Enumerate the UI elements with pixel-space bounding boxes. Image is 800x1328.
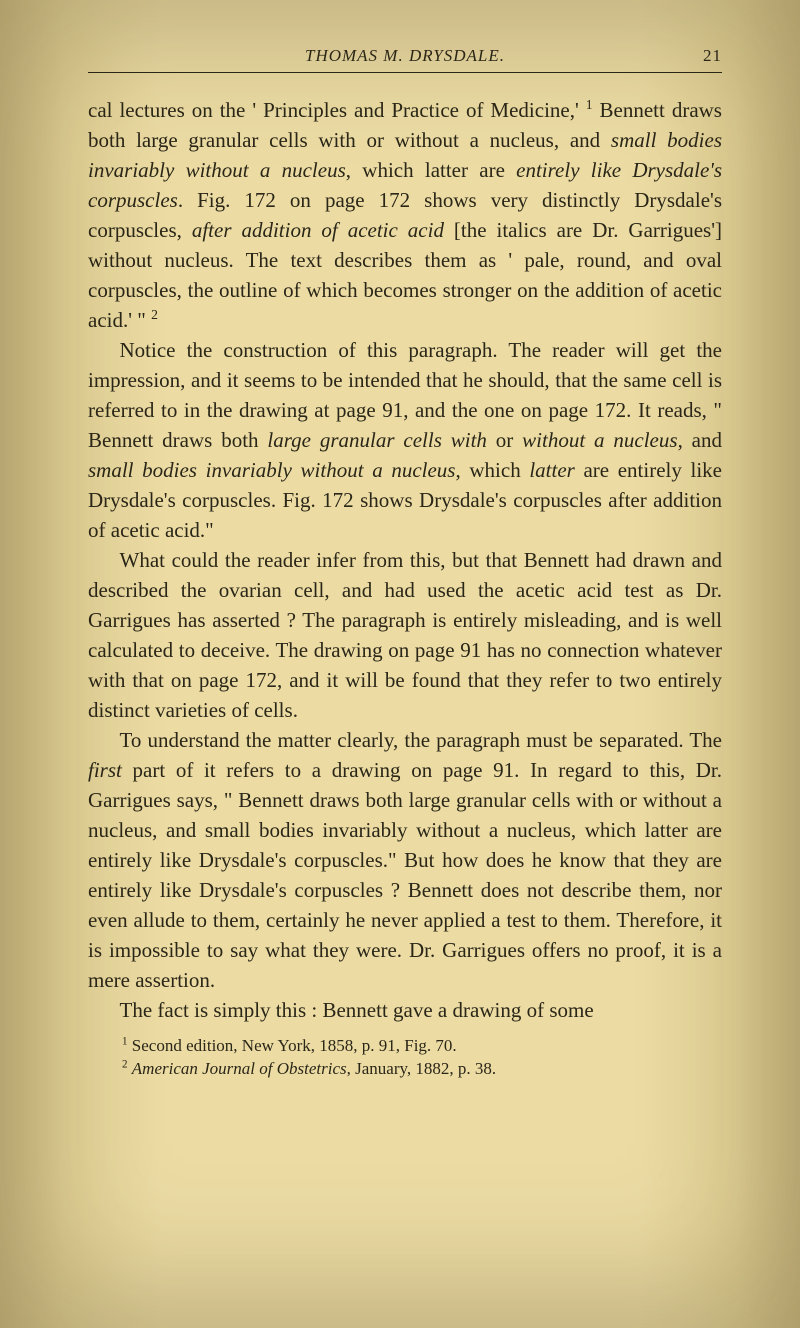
paragraph-3: What could the reader infer from this, b… [88, 545, 722, 725]
paragraph-1: cal lectures on the ' Principles and Pra… [88, 95, 722, 335]
footnote-1: 1 Second edition, New York, 1858, p. 91,… [88, 1035, 722, 1058]
footnote-2: 2 American Journal of Obstetrics, Januar… [88, 1058, 722, 1081]
page: THOMAS M. DRYSDALE. 21 cal lectures on t… [0, 0, 800, 1328]
running-head: THOMAS M. DRYSDALE. 21 [88, 46, 722, 73]
footnotes: 1 Second edition, New York, 1858, p. 91,… [88, 1035, 722, 1081]
paragraph-4: To understand the matter clearly, the pa… [88, 725, 722, 995]
running-title: THOMAS M. DRYSDALE. [116, 46, 694, 66]
page-number: 21 [694, 46, 722, 66]
body-text: cal lectures on the ' Principles and Pra… [88, 95, 722, 1025]
paragraph-5: The fact is simply this : Bennett gave a… [88, 995, 722, 1025]
paragraph-2: Notice the construction of this paragrap… [88, 335, 722, 545]
